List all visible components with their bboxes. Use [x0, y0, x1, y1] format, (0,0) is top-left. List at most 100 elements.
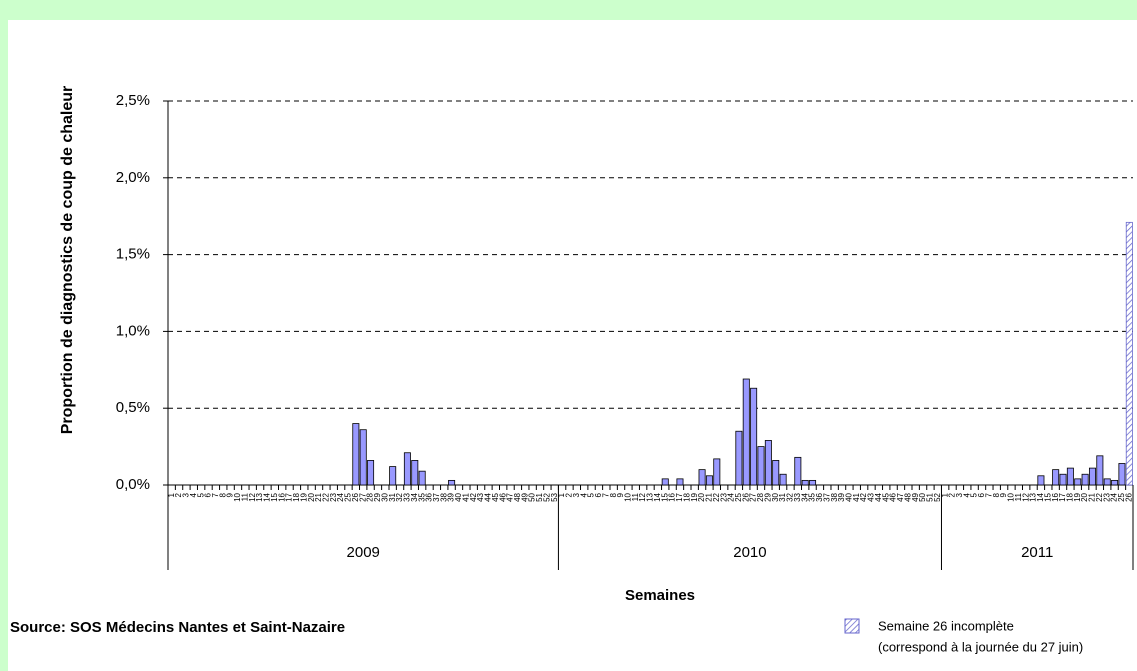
x-tick-label: 31	[388, 492, 397, 501]
bar	[764, 440, 772, 486]
x-tick-label: 48	[513, 492, 522, 501]
group-label: 2010	[733, 544, 766, 561]
x-tick-label: 53	[550, 492, 559, 501]
legend-swatch	[844, 618, 860, 634]
x-tick-label: 6	[977, 492, 986, 497]
x-tick-label: 35	[808, 492, 817, 501]
x-tick-label: 14	[1036, 492, 1045, 501]
x-tick-label: 26	[1124, 492, 1133, 501]
x-tick-label: 25	[1117, 492, 1126, 501]
x-tick-label: 29	[763, 492, 772, 501]
x-tick-label: 10	[233, 492, 242, 501]
bar	[735, 430, 743, 486]
x-tick-label: 2	[174, 492, 183, 497]
group-label: 2011	[1021, 544, 1053, 561]
x-tick-label: 22	[712, 492, 721, 501]
x-tick-label: 49	[911, 492, 920, 501]
bar	[403, 452, 411, 486]
x-tick-label: 9	[616, 492, 625, 497]
x-tick-label: 22	[1095, 492, 1104, 501]
x-tick-label: 43	[476, 492, 485, 501]
x-tick-label: 13	[255, 492, 264, 501]
bar	[698, 469, 706, 486]
x-tick-label: 33	[403, 492, 412, 501]
bar	[1096, 455, 1104, 486]
x-tick-label: 27	[749, 492, 758, 501]
x-tick-label: 1	[940, 492, 949, 497]
bar	[705, 475, 713, 486]
y-tick-label: 2,5%	[116, 92, 150, 109]
x-tick-label: 41	[852, 492, 861, 501]
x-tick-label: 11	[240, 492, 249, 501]
bar	[367, 460, 375, 486]
x-tick-label: 15	[1043, 492, 1052, 501]
x-tick-label: 16	[668, 492, 677, 501]
x-tick-label: 20	[697, 492, 706, 501]
x-tick-label: 24	[727, 492, 736, 501]
x-tick-label: 47	[506, 492, 515, 501]
bar	[779, 473, 787, 486]
bar	[801, 479, 809, 486]
x-tick-label: 13	[646, 492, 655, 501]
x-tick-label: 14	[653, 492, 662, 501]
bar	[411, 460, 419, 486]
bar	[1081, 473, 1089, 486]
x-tick-label: 6	[204, 492, 213, 497]
x-tick-label: 7	[211, 492, 220, 497]
chart-area	[8, 20, 1137, 671]
x-tick-label: 20	[307, 492, 316, 501]
x-tick-label: 48	[903, 492, 912, 501]
x-tick-label: 24	[336, 492, 345, 501]
legend-note: (correspond à la journée du 27 juin)	[878, 639, 1083, 654]
x-tick-label: 24	[1110, 492, 1119, 501]
x-tick-label: 18	[682, 492, 691, 501]
x-tick-label: 39	[447, 492, 456, 501]
x-tick-label: 26	[351, 492, 360, 501]
x-tick-label: 17	[285, 492, 294, 501]
x-tick-label: 35	[417, 492, 426, 501]
x-tick-label: 30	[380, 492, 389, 501]
x-tick-label: 1	[557, 492, 566, 497]
x-tick-label: 38	[439, 492, 448, 501]
x-tick-label: 9	[999, 492, 1008, 497]
bar	[1118, 463, 1126, 486]
x-tick-label: 38	[830, 492, 839, 501]
x-tick-label: 5	[196, 492, 205, 497]
x-tick-label: 41	[461, 492, 470, 501]
x-tick-label: 32	[395, 492, 404, 501]
x-tick-label: 39	[837, 492, 846, 501]
x-tick-label: 8	[609, 492, 618, 497]
bar	[352, 423, 360, 486]
x-tick-label: 4	[962, 492, 971, 497]
x-tick-label: 40	[845, 492, 854, 501]
y-tick-label: 1,0%	[116, 322, 150, 339]
x-tick-label: 51	[926, 492, 935, 501]
x-tick-label: 12	[1021, 492, 1030, 501]
legend-label: Semaine 26 incomplète	[878, 618, 1014, 633]
x-tick-label: 12	[248, 492, 257, 501]
bar	[389, 466, 397, 486]
x-tick-label: 21	[705, 492, 714, 501]
x-tick-label: 26	[741, 492, 750, 501]
x-tick-label: 47	[896, 492, 905, 501]
x-tick-label: 1	[167, 492, 176, 497]
x-tick-label: 4	[579, 492, 588, 497]
x-tick-label: 23	[719, 492, 728, 501]
x-tick-label: 28	[366, 492, 375, 501]
x-tick-label: 10	[624, 492, 633, 501]
x-tick-label: 9	[226, 492, 235, 497]
x-tick-label: 37	[822, 492, 831, 501]
x-tick-label: 33	[793, 492, 802, 501]
y-tick-label: 1,5%	[116, 246, 150, 263]
x-tick-label: 11	[631, 492, 640, 501]
y-tick-label: 0,0%	[116, 476, 150, 493]
bar	[757, 446, 765, 486]
x-tick-label: 19	[299, 492, 308, 501]
x-tick-label: 2	[948, 492, 957, 497]
x-tick-label: 45	[881, 492, 890, 501]
x-tick-label: 25	[734, 492, 743, 501]
x-tick-label: 42	[469, 492, 478, 501]
x-tick-label: 16	[277, 492, 286, 501]
x-tick-label: 21	[314, 492, 323, 501]
x-tick-label: 34	[410, 492, 419, 501]
